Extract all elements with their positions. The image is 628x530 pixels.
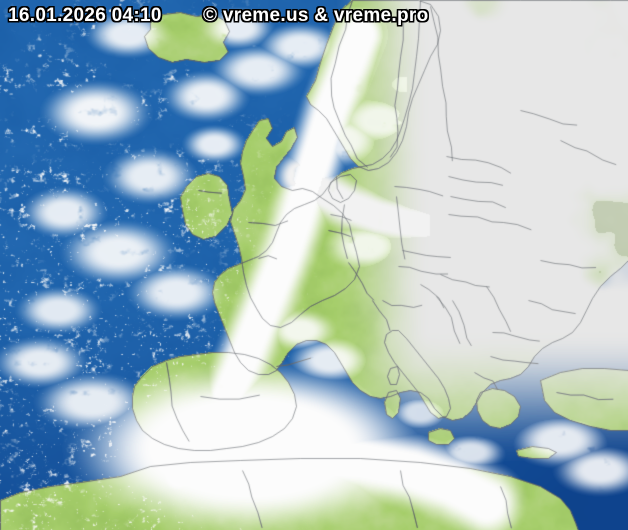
satellite-imagery-canvas	[0, 0, 628, 530]
satellite-image-viewport: 16.01.2026 04:10 © vreme.us & vreme.pro	[0, 0, 628, 530]
